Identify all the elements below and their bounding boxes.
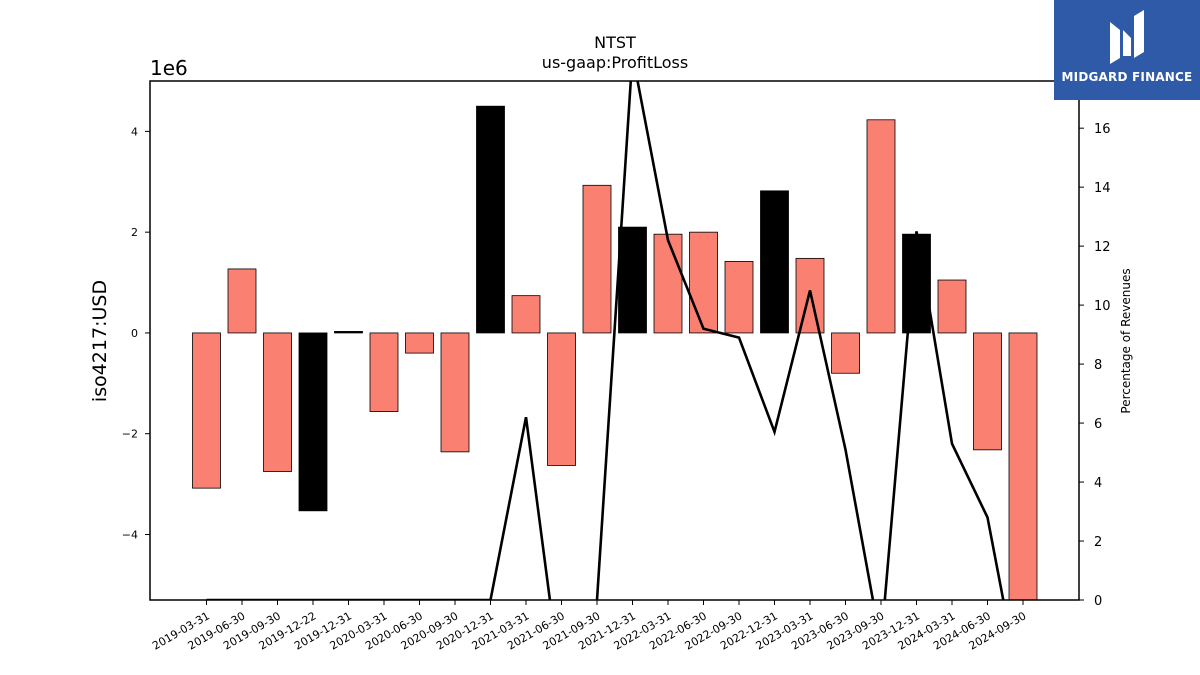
y-tick-label: 2 bbox=[131, 226, 138, 239]
y2-axis-ticks: 0 2 4 6 8 10 12 14 16 bbox=[1079, 122, 1111, 609]
y-axis-ticks: −4 −2 0 2 4 bbox=[122, 125, 150, 541]
bar-2021-12-31 bbox=[618, 226, 647, 334]
bar-group bbox=[192, 105, 1038, 600]
logo-text: MIDGARD FINANCE bbox=[1061, 70, 1193, 84]
y-tick-label: −2 bbox=[122, 428, 138, 441]
y2-tick-label: 4 bbox=[1094, 476, 1102, 491]
y2-axis-label: Percentage of Revenues bbox=[1119, 268, 1133, 413]
y-axis-label: iso4217:USD bbox=[89, 280, 111, 402]
y2-tick-label: 12 bbox=[1094, 240, 1111, 255]
bar-2022-09-30 bbox=[724, 260, 754, 334]
bar-2024-09-30 bbox=[1008, 332, 1038, 600]
bar-2019-03-31 bbox=[192, 332, 221, 489]
bar-2022-12-31 bbox=[760, 190, 789, 334]
y2-tick-label: 10 bbox=[1094, 299, 1111, 314]
y2-tick-label: 0 bbox=[1094, 594, 1102, 609]
bar-2024-03-31 bbox=[937, 279, 967, 334]
percentage-line bbox=[206, 81, 1005, 600]
chart-subtitle: us-gaap:ProfitLoss bbox=[542, 53, 688, 72]
y-tick-label: 4 bbox=[131, 125, 138, 138]
logo-mark-icon bbox=[1110, 10, 1144, 64]
y-scale-label: 1e6 bbox=[150, 56, 188, 80]
bar-2021-03-31 bbox=[511, 295, 541, 334]
bar-2020-06-30 bbox=[405, 332, 434, 354]
y2-tick-label: 6 bbox=[1094, 417, 1102, 432]
bar-2019-12-31 bbox=[334, 331, 363, 334]
bar-2020-09-30 bbox=[440, 332, 470, 453]
y-tick-label: 0 bbox=[131, 327, 138, 340]
x-axis-ticks: 2019-03-312019-06-302019-09-302019-12-22… bbox=[150, 600, 1029, 653]
bar-2019-09-30 bbox=[263, 332, 292, 472]
midgard-finance-logo: MIDGARD FINANCE bbox=[1054, 0, 1200, 100]
y-tick-label: −4 bbox=[122, 528, 138, 541]
bar-2024-06-30 bbox=[973, 332, 1002, 451]
bar-2019-12-22 bbox=[298, 332, 328, 512]
bar-2021-09-30 bbox=[582, 184, 612, 334]
y2-tick-label: 2 bbox=[1094, 535, 1102, 550]
bar-2023-09-30 bbox=[866, 119, 896, 334]
bar-2022-03-31 bbox=[653, 233, 683, 334]
chart-title: NTST bbox=[594, 33, 636, 52]
y2-tick-label: 14 bbox=[1094, 181, 1111, 196]
y2-tick-label: 8 bbox=[1094, 358, 1102, 373]
bar-2019-06-30 bbox=[227, 268, 257, 334]
bar-2020-03-31 bbox=[369, 332, 399, 412]
bar-2023-06-30 bbox=[831, 332, 860, 374]
line-group bbox=[206, 81, 1005, 600]
plot-frame bbox=[149, 80, 1080, 601]
y2-tick-label: 16 bbox=[1094, 122, 1111, 137]
bar-2022-06-30 bbox=[689, 231, 718, 334]
bar-2020-12-31 bbox=[476, 105, 505, 334]
bar-2021-06-30 bbox=[547, 332, 576, 466]
